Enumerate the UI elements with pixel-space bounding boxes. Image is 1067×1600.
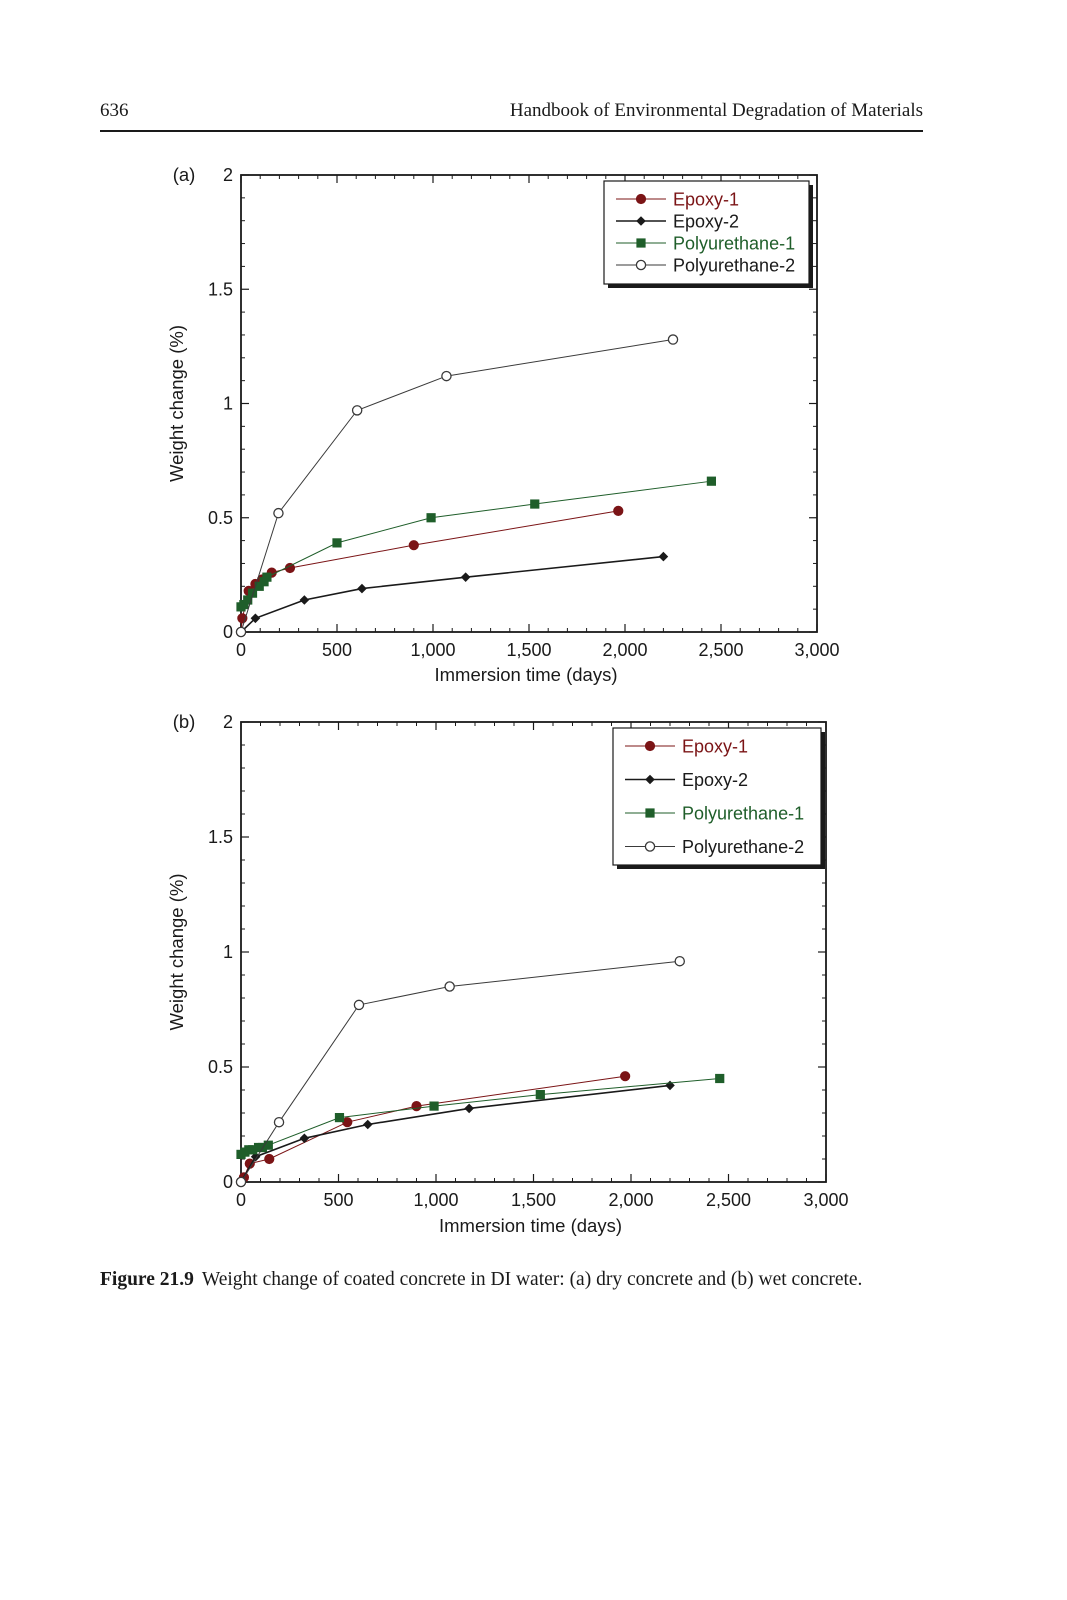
series-epoxy-2 — [236, 552, 668, 637]
series-polyurethane-1 — [236, 1074, 724, 1159]
data-point — [429, 1102, 438, 1111]
chart-b: 0 500 1,000 1,500 2,000 2,500 3,000 0 0.5 1 1.5 2 Im… — [0, 700, 1067, 1260]
y-tick-label: 1.5 — [208, 279, 233, 299]
data-point — [335, 1113, 344, 1122]
x-axis-label: Immersion time (days) — [439, 1215, 622, 1236]
y-tick-label: 1 — [223, 394, 233, 414]
data-point — [265, 1154, 274, 1163]
data-point — [442, 371, 451, 380]
data-point — [264, 1141, 273, 1150]
caption-text: Weight change of coated concrete in DI w… — [202, 1269, 863, 1290]
data-point — [668, 335, 677, 344]
data-point — [530, 499, 539, 508]
data-point — [536, 1090, 545, 1099]
x-tick-label: 3,000 — [794, 640, 839, 660]
data-point — [274, 1118, 283, 1127]
legend-label: Polyurethane-1 — [682, 804, 804, 824]
x-tick-label: 1,500 — [511, 1190, 556, 1210]
data-point — [461, 572, 471, 582]
data-point — [300, 595, 310, 605]
panel-label: (a) — [173, 164, 196, 185]
x-tick-label: 0 — [236, 1190, 246, 1210]
y-tick-label: 2 — [223, 712, 233, 732]
series-epoxy-2 — [236, 1081, 675, 1187]
series-polyurethane-1 — [236, 477, 716, 612]
legend-label: Epoxy-1 — [682, 737, 748, 757]
chart-a: 0 500 1,000 1,500 2,000 2,500 3,000 0 0.5 1 1.5 2 Im… — [0, 0, 1067, 700]
y-tick-label: 2 — [223, 165, 233, 185]
legend-marker — [636, 260, 645, 269]
series-line — [241, 961, 680, 1182]
data-point — [621, 1072, 630, 1081]
data-point — [707, 477, 716, 486]
data-point — [715, 1074, 724, 1083]
data-point — [236, 1177, 245, 1186]
series-line — [241, 340, 673, 632]
legend-marker — [645, 842, 654, 851]
x-tick-label: 2,500 — [698, 640, 743, 660]
series-line — [241, 557, 663, 632]
x-tick-label: 1,000 — [413, 1190, 458, 1210]
x-tick-label: 500 — [322, 640, 352, 660]
figure-caption: Figure 21.9 Weight change of coated concr… — [100, 1266, 923, 1293]
caption-label: Figure 21.9 — [100, 1269, 194, 1290]
legend-marker — [636, 194, 645, 203]
series-line — [241, 1079, 720, 1155]
data-point — [675, 957, 684, 966]
legend-label: Epoxy-2 — [673, 212, 739, 232]
x-tick-label: 2,000 — [608, 1190, 653, 1210]
x-tick-label: 1,500 — [506, 640, 551, 660]
x-tick-label: 0 — [236, 640, 246, 660]
legend-marker — [645, 808, 654, 817]
legend-label: Polyurethane-1 — [673, 234, 795, 254]
data-point — [659, 552, 669, 562]
data-point — [357, 584, 367, 594]
data-point — [300, 1134, 310, 1144]
x-tick-label: 500 — [323, 1190, 353, 1210]
legend-label: Polyurethane-2 — [682, 837, 804, 857]
y-tick-label: 0 — [223, 1172, 233, 1192]
series-line — [241, 1085, 670, 1182]
series-epoxy-1 — [236, 1072, 629, 1187]
data-point — [445, 982, 454, 991]
x-tick-label: 2,500 — [706, 1190, 751, 1210]
legend: Epoxy-1 Epoxy-2 Polyurethane-1 Polyurethane… — [613, 728, 825, 869]
legend-label: Polyurethane-2 — [673, 256, 795, 276]
series-polyurethane-2 — [236, 957, 684, 1187]
data-point — [354, 1000, 363, 1009]
data-point — [409, 541, 418, 550]
panel-label: (b) — [173, 711, 196, 732]
data-point — [236, 627, 245, 636]
data-point — [665, 1081, 675, 1091]
x-tick-label: 1,000 — [410, 640, 455, 660]
legend-marker — [636, 238, 645, 247]
y-tick-label: 1.5 — [208, 827, 233, 847]
x-axis-label: Immersion time (days) — [435, 664, 618, 685]
data-point — [412, 1102, 421, 1111]
data-point — [426, 513, 435, 522]
y-axis-label: Weight change (%) — [166, 325, 187, 482]
series-line — [241, 481, 711, 607]
data-point — [363, 1120, 373, 1130]
y-tick-label: 0 — [223, 622, 233, 642]
data-point — [353, 406, 362, 415]
y-axis-label: Weight change (%) — [166, 874, 187, 1031]
data-point — [262, 573, 271, 582]
y-tick-label: 1 — [223, 942, 233, 962]
x-tick-label: 2,000 — [602, 640, 647, 660]
data-point — [614, 506, 623, 515]
legend: Epoxy-1Epoxy-2Polyurethane-1Polyurethane… — [604, 181, 813, 288]
data-point — [464, 1104, 474, 1114]
series-line — [241, 511, 618, 632]
legend-label: Epoxy-2 — [682, 770, 748, 790]
legend-marker — [645, 741, 654, 750]
y-tick-label: 0.5 — [208, 508, 233, 528]
legend-label: Epoxy-1 — [673, 190, 739, 210]
y-tick-label: 0.5 — [208, 1057, 233, 1077]
data-point — [274, 509, 283, 518]
series-polyurethane-2 — [236, 335, 677, 637]
data-point — [332, 538, 341, 547]
x-tick-label: 3,000 — [803, 1190, 848, 1210]
series-epoxy-1 — [236, 506, 622, 636]
